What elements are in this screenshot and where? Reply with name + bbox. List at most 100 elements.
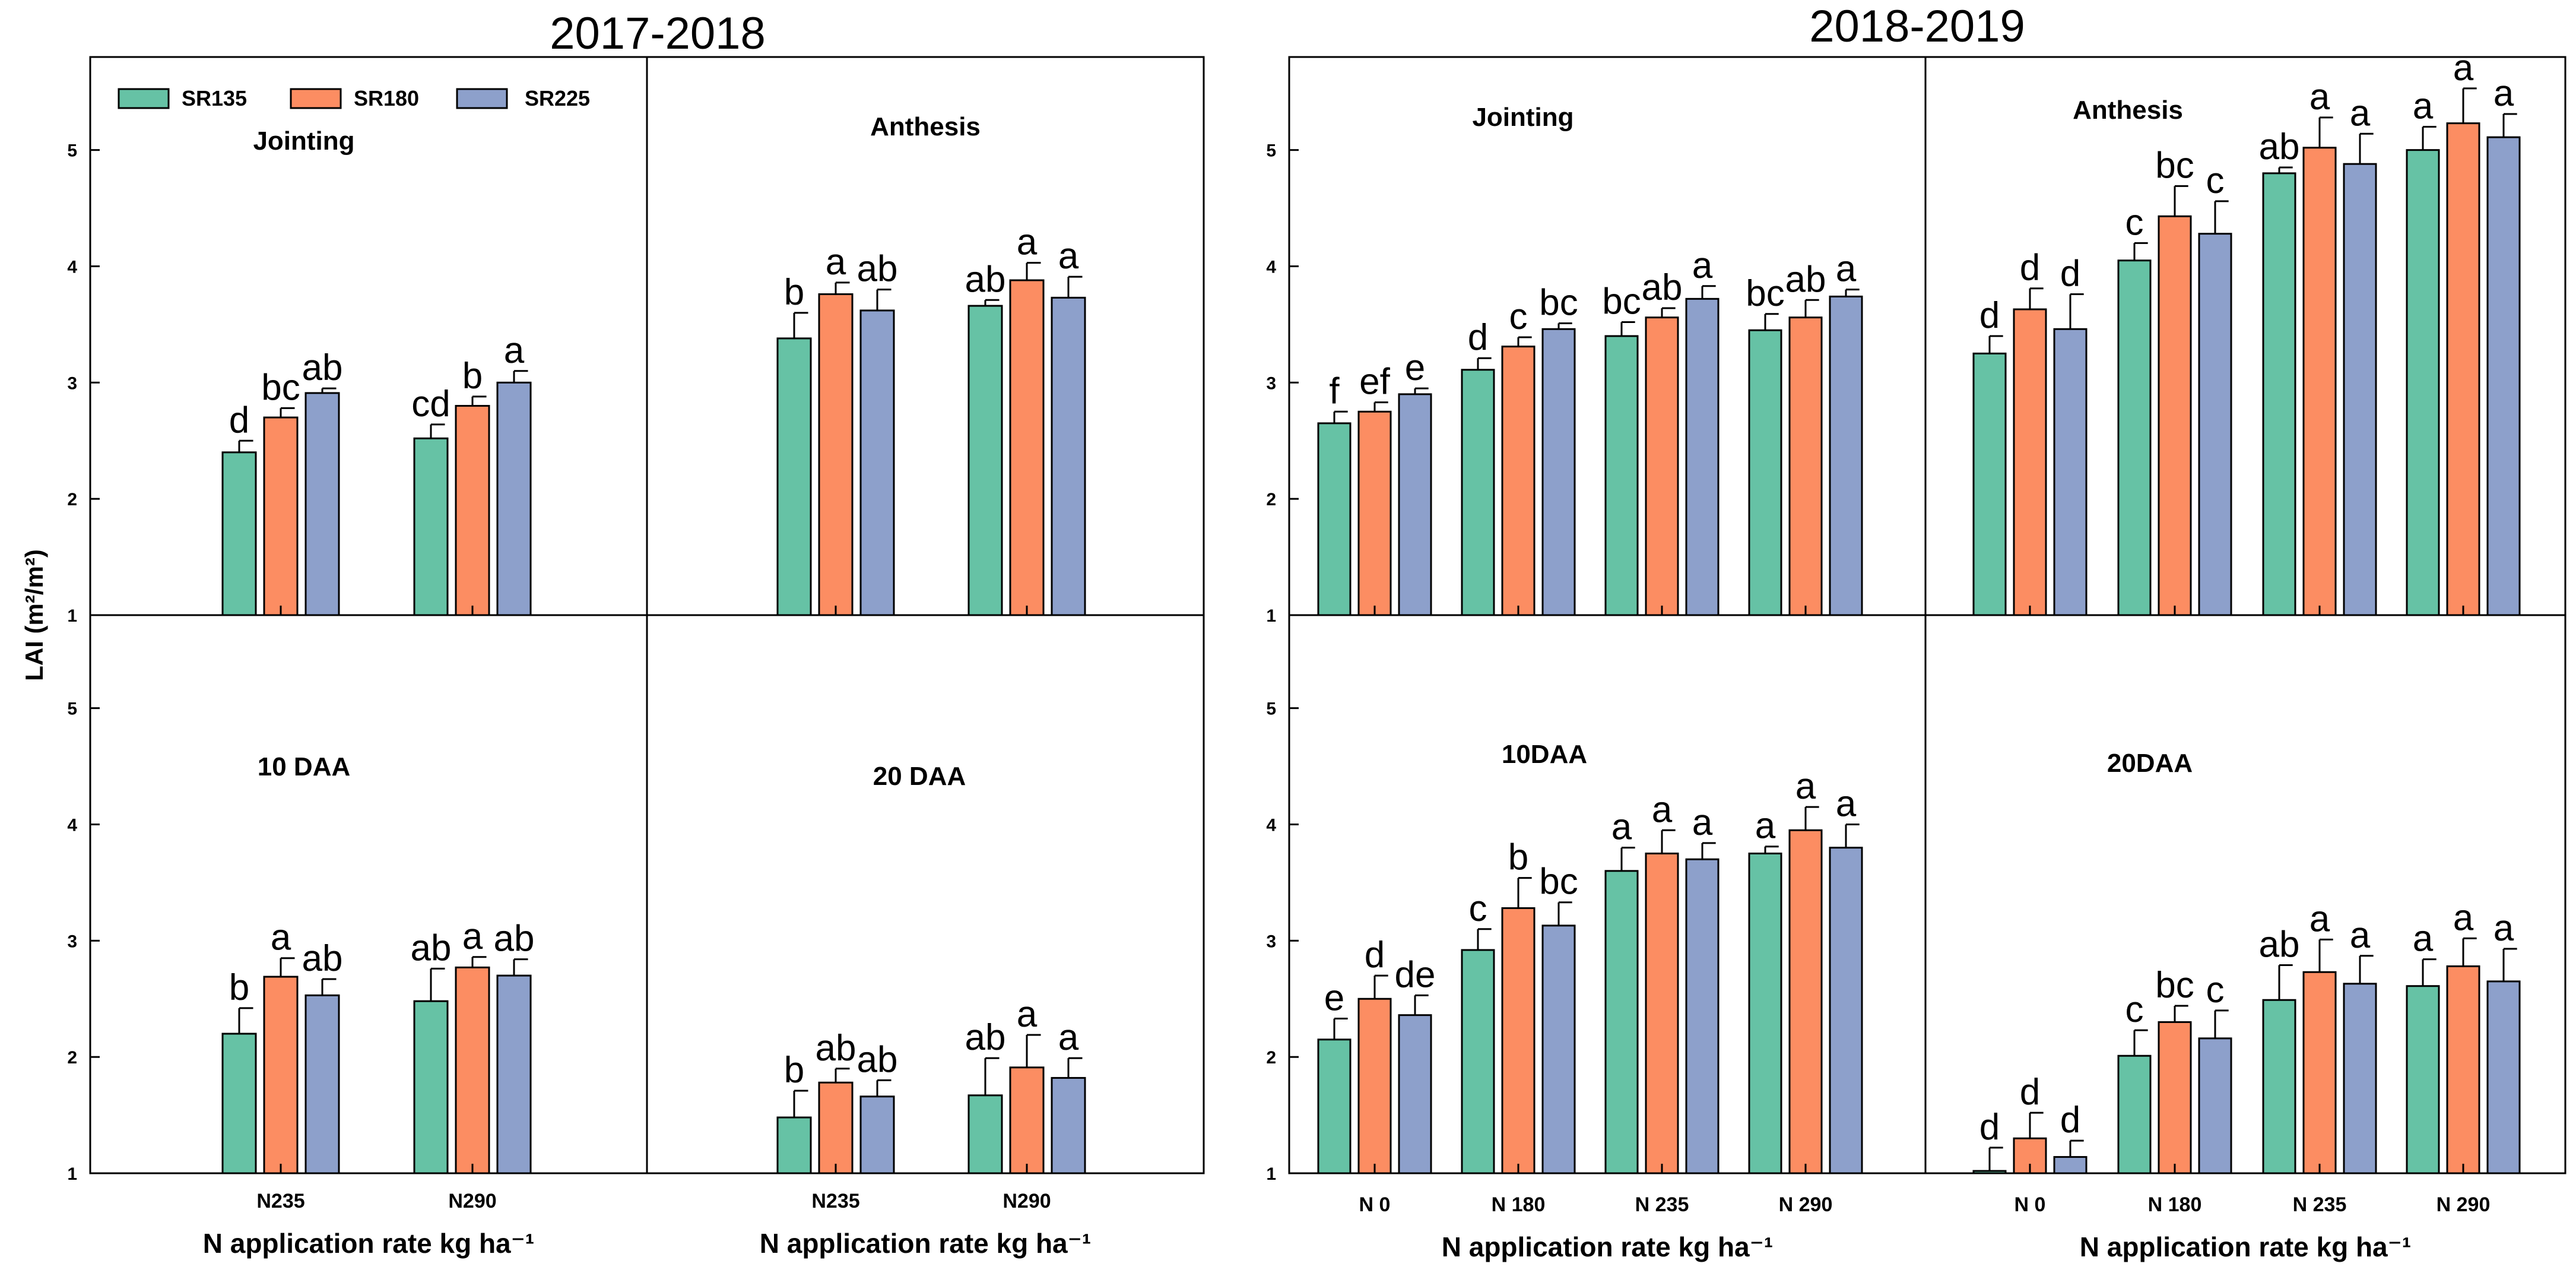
bar xyxy=(967,1094,1003,1174)
bar xyxy=(221,451,257,616)
bar xyxy=(2158,1021,2192,1174)
y-tick-label: 4 xyxy=(1266,258,1276,277)
x-axis-label-left-panel-2017: N application rate kg ha⁻¹ xyxy=(203,1228,535,1259)
bar xyxy=(818,1081,854,1174)
significance-letter: ab xyxy=(302,938,343,979)
significance-letter: a xyxy=(1611,807,1632,848)
significance-letter: a xyxy=(504,330,525,371)
bar xyxy=(1398,1014,1432,1174)
figure-2018-2019: 2018-2019 N application rate kg ha⁻¹ N a… xyxy=(1288,1,2567,1262)
significance-letter: ab xyxy=(302,347,343,388)
significance-letter: f xyxy=(1329,370,1340,411)
significance-letter: ab xyxy=(2259,924,2300,965)
x-tick-label: N235 xyxy=(256,1190,304,1212)
bar xyxy=(221,1033,257,1174)
significance-letter: bc xyxy=(1602,281,1641,322)
x-tick-label: N 235 xyxy=(2293,1193,2347,1216)
significance-letter: d xyxy=(2020,248,2040,289)
significance-letter: ab xyxy=(1642,267,1683,308)
bar xyxy=(1748,852,1782,1174)
bar xyxy=(1604,870,1639,1174)
significance-letter: b xyxy=(784,272,804,313)
significance-letter: a xyxy=(1058,236,1079,277)
bar xyxy=(2486,980,2521,1174)
bar xyxy=(1748,329,1782,616)
significance-letter: a xyxy=(462,916,483,957)
panel-title: Jointing xyxy=(253,126,354,156)
bar xyxy=(1461,369,1495,616)
y-axis-label: LAI (m²/m²) xyxy=(20,549,48,681)
significance-letter: ab xyxy=(857,249,898,290)
bar xyxy=(1009,1066,1045,1174)
significance-letter: a xyxy=(1692,802,1713,843)
significance-letter: bc xyxy=(1539,282,1578,323)
bar xyxy=(304,392,340,616)
bar xyxy=(263,416,299,616)
significance-letter: b xyxy=(1508,837,1528,878)
bar xyxy=(2302,971,2337,1174)
bar xyxy=(1685,858,1720,1174)
significance-letter: a xyxy=(2493,73,2514,114)
significance-letter: d xyxy=(1468,317,1488,358)
significance-letter: a xyxy=(2350,93,2371,134)
panel-title: 10 DAA xyxy=(258,752,351,781)
significance-letter: d xyxy=(2020,1072,2040,1113)
bar xyxy=(1051,296,1086,616)
significance-letter: a xyxy=(1017,222,1038,263)
significance-letter: a xyxy=(1692,245,1713,286)
bar xyxy=(1604,335,1639,616)
significance-letter: a xyxy=(2413,86,2434,127)
significance-letter: bc xyxy=(1539,862,1578,902)
significance-letter: b xyxy=(462,356,483,397)
panel-title: 20DAA xyxy=(2107,749,2193,778)
bar xyxy=(1051,1076,1086,1174)
y-tick-label: 3 xyxy=(67,932,77,951)
panel-title: Jointing xyxy=(1472,103,1573,132)
significance-letter: a xyxy=(1836,784,1857,825)
x-tick-label: N290 xyxy=(1003,1190,1051,1212)
bar xyxy=(413,437,449,616)
bar xyxy=(2053,328,2088,616)
panel-title: Anthesis xyxy=(870,112,981,141)
significance-letter: d xyxy=(2060,1100,2080,1141)
significance-letter: a xyxy=(1836,249,1857,290)
significance-letter: ab xyxy=(965,259,1006,300)
significance-letter: d xyxy=(1979,1107,2000,1148)
bar xyxy=(776,1116,812,1174)
y-tick-label: 2 xyxy=(1266,1048,1276,1068)
significance-letter: a xyxy=(2413,919,2434,960)
bar xyxy=(1829,847,1863,1174)
panel-title: Anthesis xyxy=(2073,96,2183,125)
bar xyxy=(967,305,1003,616)
significance-letter: a xyxy=(2350,915,2371,956)
significance-letter: e xyxy=(1324,978,1344,1019)
y-tick-label: 5 xyxy=(67,699,77,719)
significance-letter: c xyxy=(2125,202,2144,243)
legend-swatch-sr180 xyxy=(290,88,342,109)
significance-letter: ab xyxy=(965,1017,1006,1058)
bar xyxy=(1317,422,1352,616)
bar xyxy=(2343,163,2377,616)
bar xyxy=(1357,998,1392,1174)
bar xyxy=(1645,852,1679,1174)
bar xyxy=(1541,328,1576,616)
bar xyxy=(776,337,812,616)
significance-letter: c xyxy=(2206,160,2225,201)
bar xyxy=(496,974,532,1174)
panel-title: 10DAA xyxy=(1502,740,1587,769)
bar xyxy=(263,976,299,1174)
bar xyxy=(2053,1156,2088,1174)
bar xyxy=(859,1095,895,1174)
significance-letter: b xyxy=(229,967,249,1008)
bar xyxy=(455,966,490,1174)
y-tick-label: 4 xyxy=(1266,816,1276,835)
x-axis-label-right-panel-2017: N application rate kg ha⁻¹ xyxy=(760,1228,1092,1259)
x-tick-label: N235 xyxy=(811,1190,859,1212)
bar xyxy=(304,994,340,1174)
significance-letter: a xyxy=(2309,77,2330,118)
significance-letter: b xyxy=(784,1050,804,1091)
legend-swatch-sr135 xyxy=(118,88,170,109)
y-tick-label: 2 xyxy=(67,1048,77,1068)
legend-label-sr180: SR180 xyxy=(354,86,419,110)
bar xyxy=(2343,983,2377,1174)
